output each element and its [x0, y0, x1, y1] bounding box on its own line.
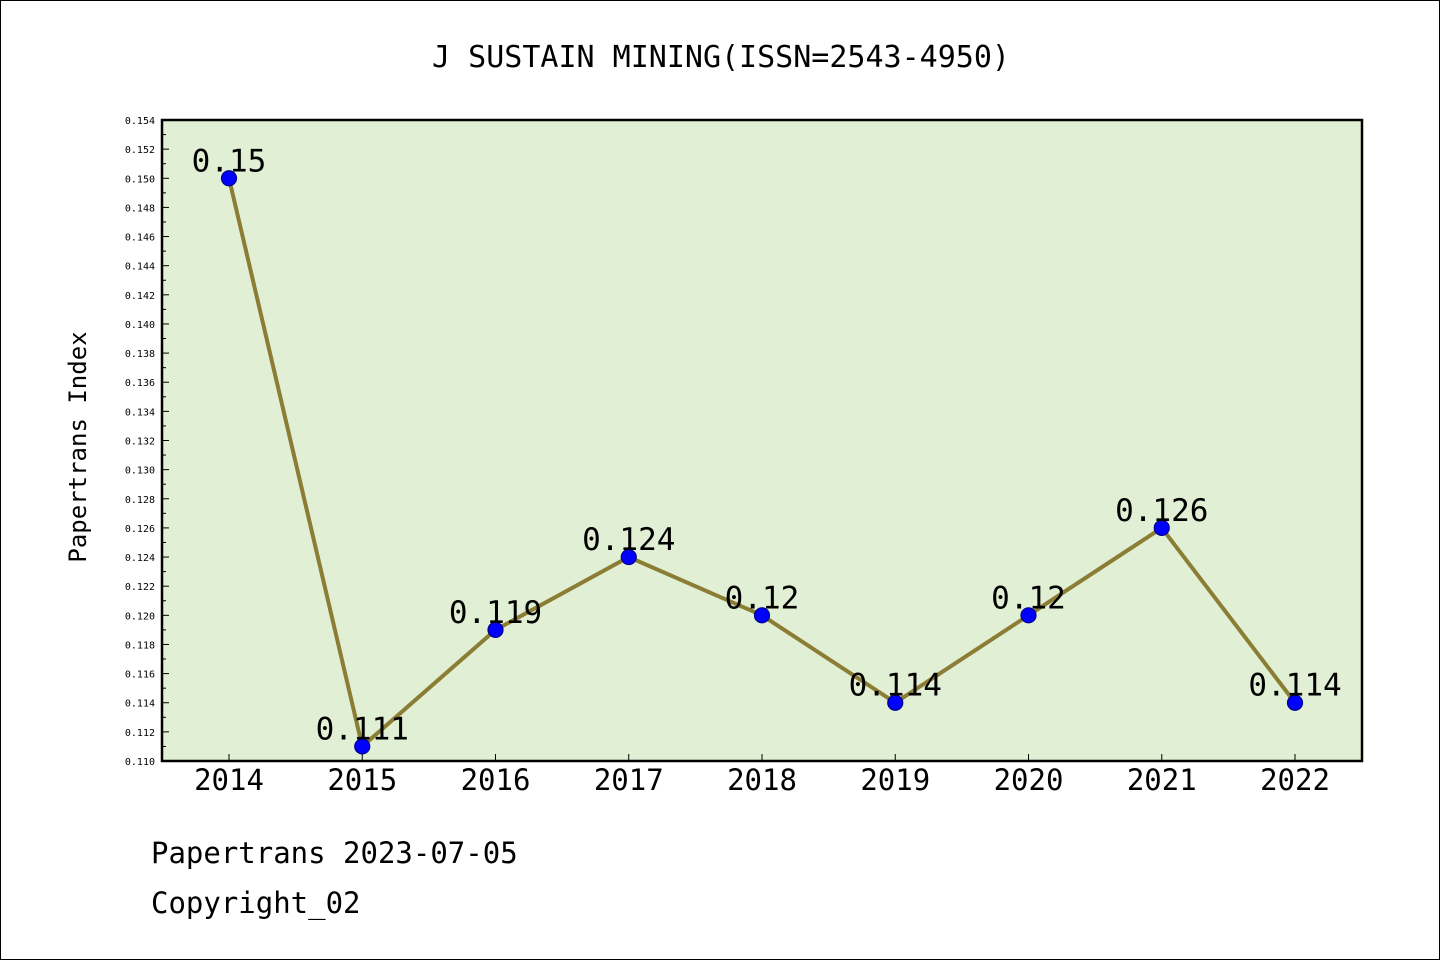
data-label: 0.114: [849, 668, 942, 704]
data-point: [753, 607, 771, 624]
plot-border: [160, 118, 1364, 763]
chart-title: J SUSTAIN MINING(ISSN=2543-4950): [432, 40, 1010, 75]
y-tick-label: 0.142: [125, 291, 155, 302]
y-tick-label: 0.130: [125, 466, 155, 477]
data-point: [887, 694, 904, 711]
y-tick-label: 0.132: [125, 437, 155, 448]
data-point: [1286, 694, 1304, 711]
y-tick-label: 0.134: [125, 407, 155, 418]
data-label: 0.12: [991, 580, 1066, 616]
data-label: 0.111: [316, 711, 409, 747]
data-point: [1020, 607, 1037, 624]
footer-date: Papertrans 2023-07-05: [151, 836, 518, 870]
y-tick-label: 0.120: [125, 611, 155, 622]
y-tick-label: 0.124: [125, 553, 155, 564]
data-point: [620, 548, 637, 566]
y-tick-label: 0.136: [125, 378, 155, 389]
y-tick-label: 0.116: [125, 670, 155, 681]
data-label: 0.12: [725, 580, 800, 616]
y-tick-label: 0.144: [125, 262, 155, 273]
data-point: [220, 170, 238, 187]
y-tick-label: 0.122: [125, 582, 155, 593]
data-label: 0.126: [1115, 493, 1208, 529]
y-tick-label: 0.118: [125, 640, 155, 651]
plot-area: [162, 120, 1362, 761]
data-point: [487, 621, 504, 638]
y-tick-label: 0.154: [125, 116, 155, 127]
series-points-group: [220, 170, 1304, 755]
footer-copyright: Copyright_02: [151, 886, 361, 920]
x-tick-label: 2022: [1260, 763, 1330, 797]
x-tick-label: 2020: [994, 763, 1064, 797]
data-label: 0.124: [582, 522, 675, 558]
data-point: [1153, 519, 1170, 537]
x-tick-label: 2014: [194, 763, 264, 797]
y-axis-ticks: 0.110 0.112 0.114 0.116 0.118 0.120 0.122 0.124…: [125, 116, 169, 768]
x-tick-label: 2019: [860, 763, 930, 797]
x-tick-label: 2021: [1127, 763, 1197, 797]
data-point: [354, 738, 371, 755]
data-label: 0.119: [449, 595, 542, 631]
y-tick-label: 0.126: [125, 524, 155, 535]
y-tick-label: 0.114: [125, 699, 155, 710]
x-tick-label: 2015: [327, 763, 397, 797]
y-tick-label: 0.110: [125, 757, 155, 768]
data-label: 0.15: [192, 143, 267, 179]
x-tick-label: 2018: [727, 763, 797, 797]
data-labels-group: 0.15 0.111 0.119 0.124 0.12 0.114 0.12 0.126 0.1…: [192, 143, 1342, 747]
y-tick-label: 0.140: [125, 320, 155, 331]
y-tick-label: 0.152: [125, 145, 155, 156]
y-tick-label: 0.150: [125, 174, 155, 185]
x-tick-label: 2017: [594, 763, 664, 797]
x-axis-ticks: 2014 2015 2016 2017 2018 2019 2020 2021 2022: [194, 754, 1330, 797]
y-tick-label: 0.112: [125, 728, 155, 739]
data-label: 0.114: [1248, 668, 1341, 704]
y-tick-label: 0.128: [125, 495, 155, 506]
y-axis-label: Papertrans Index: [64, 331, 92, 562]
y-tick-label: 0.138: [125, 349, 155, 360]
x-tick-label: 2016: [461, 763, 531, 797]
y-tick-label: 0.146: [125, 233, 155, 244]
y-tick-label: 0.148: [125, 203, 155, 214]
